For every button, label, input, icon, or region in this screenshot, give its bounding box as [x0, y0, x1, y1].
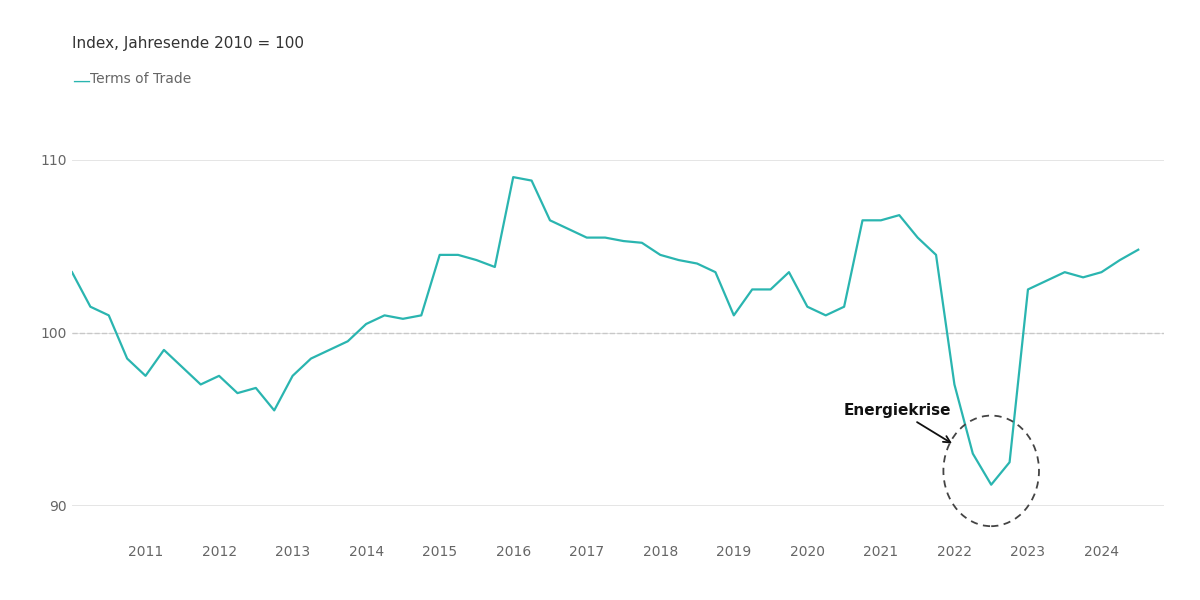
Text: —: —	[72, 72, 90, 90]
Text: Index, Jahresende 2010 = 100: Index, Jahresende 2010 = 100	[72, 36, 304, 51]
Text: Terms of Trade: Terms of Trade	[90, 72, 191, 86]
Text: Energiekrise: Energiekrise	[844, 403, 952, 442]
